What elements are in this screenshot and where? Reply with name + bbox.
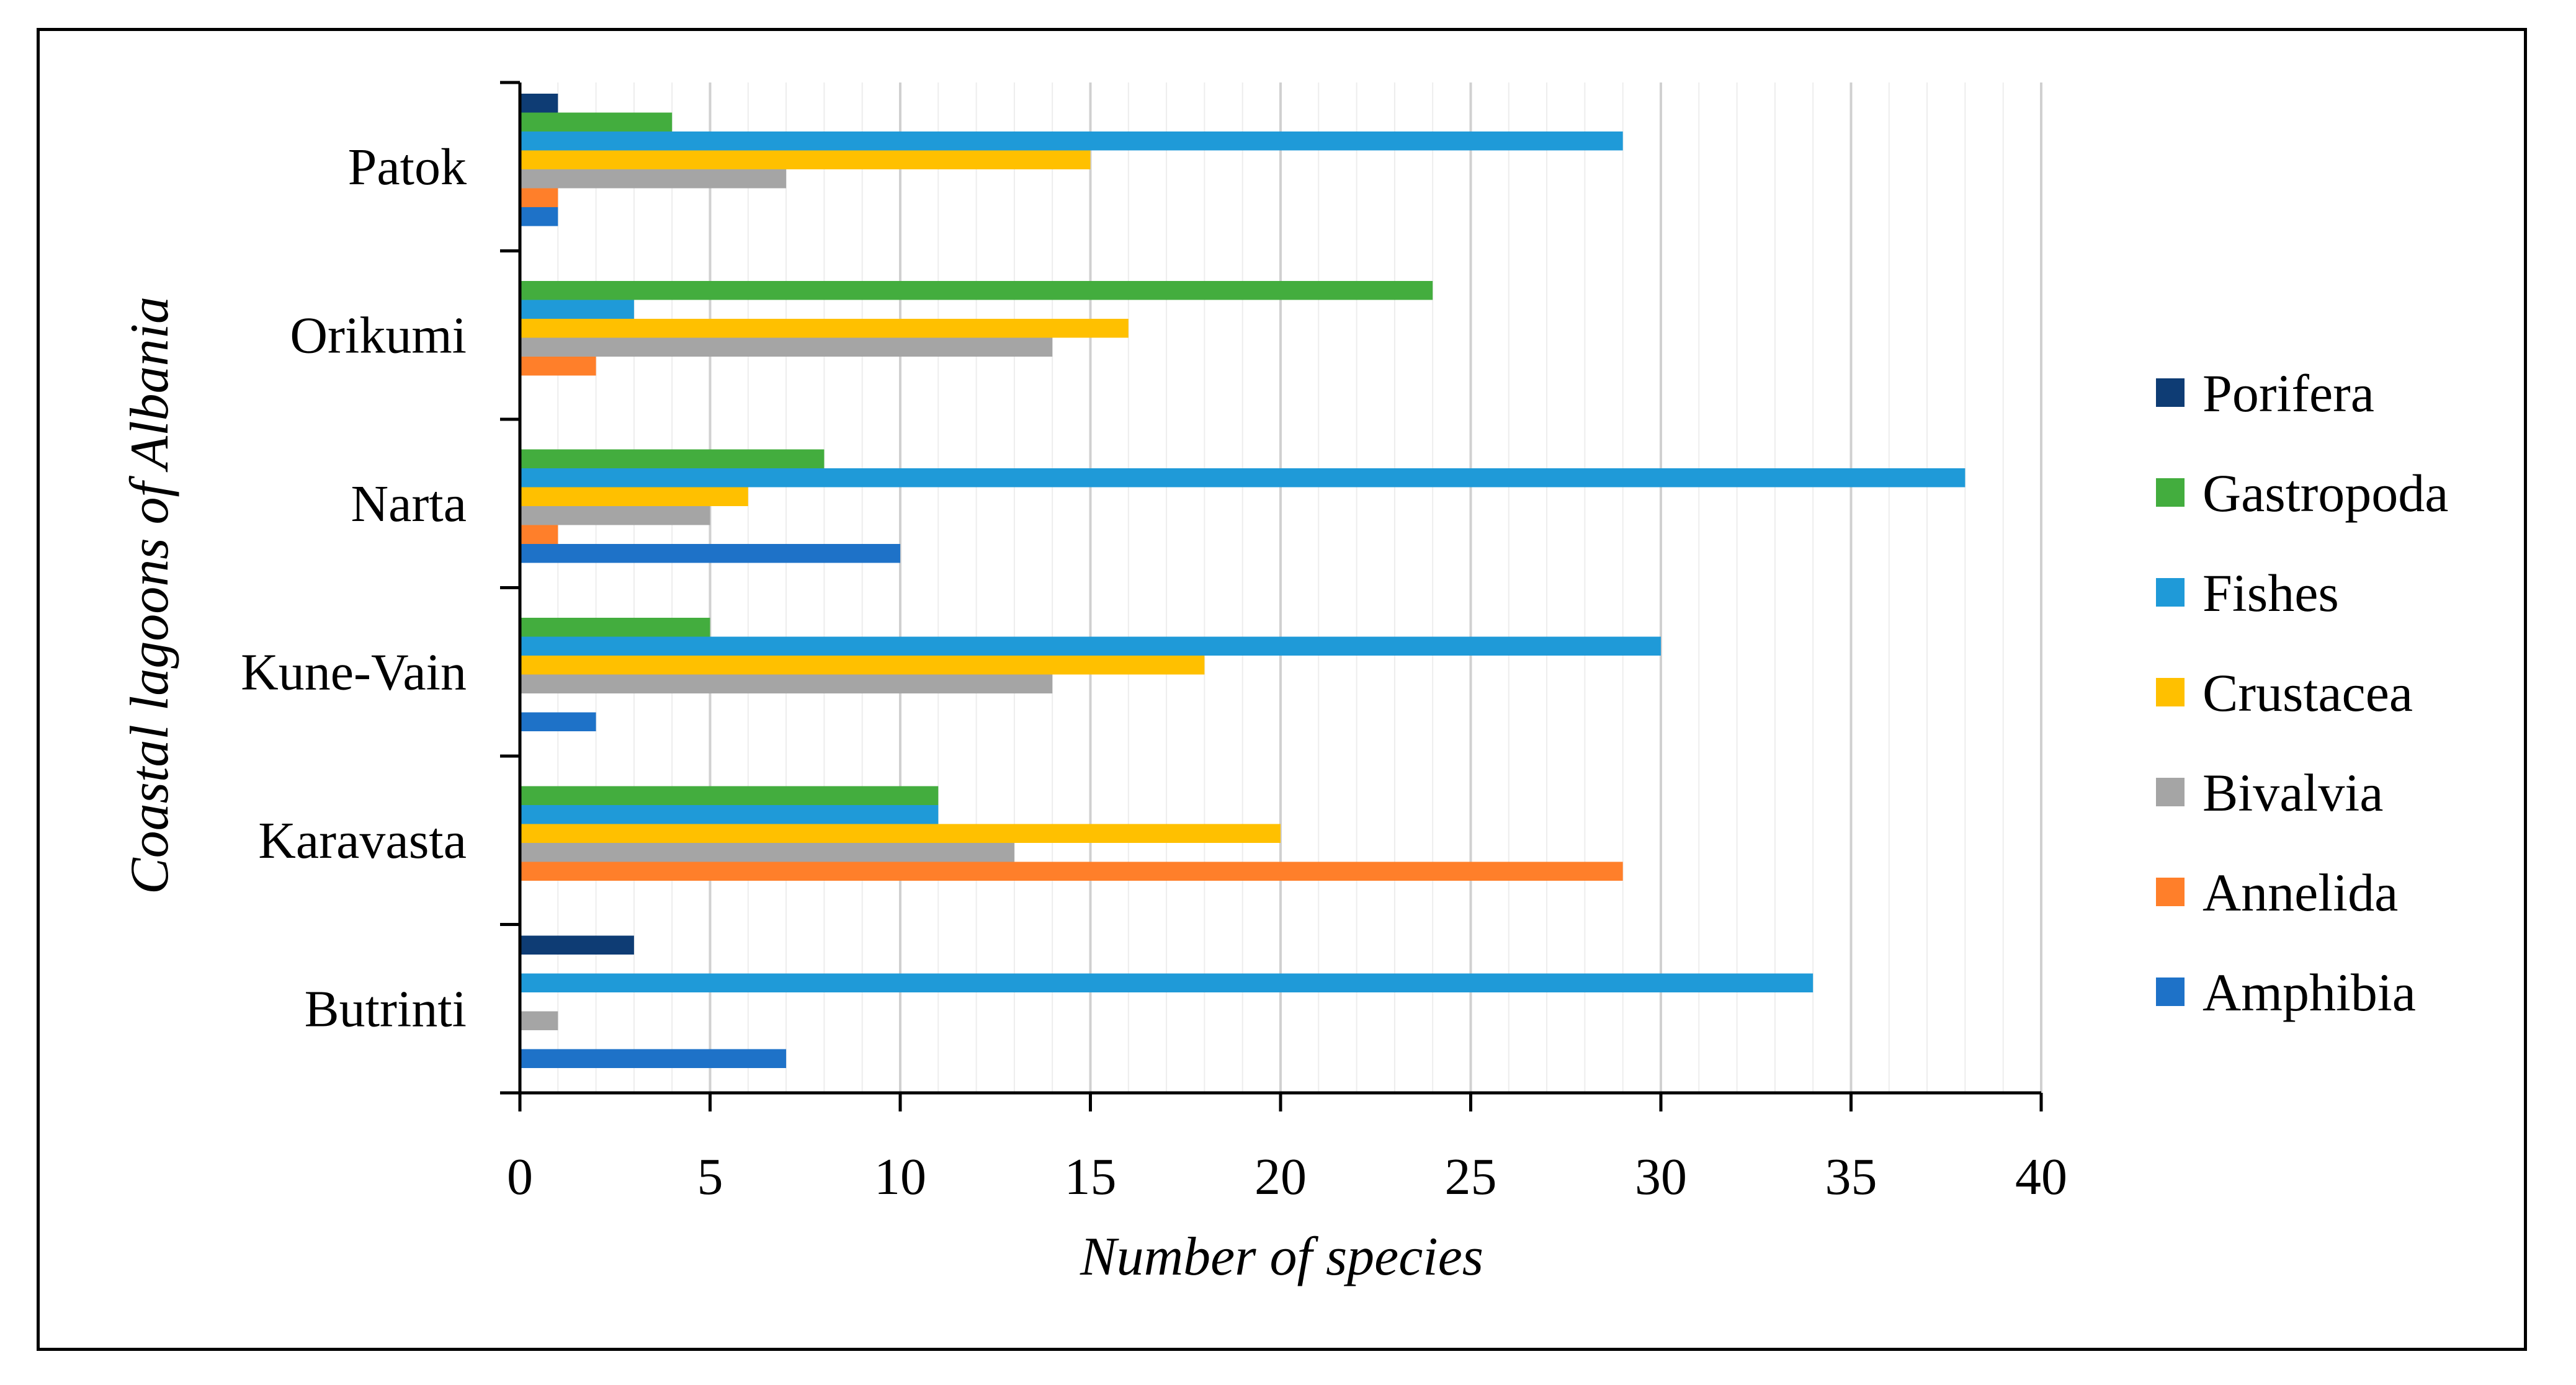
bar-patok-amphibia <box>520 207 558 226</box>
legend-label-annelida: Annelida <box>2203 863 2398 922</box>
bar-narta-crustacea <box>520 487 748 506</box>
bar-karavasta-bivalvia <box>520 843 1014 862</box>
x-tick-label: 40 <box>2015 1148 2067 1206</box>
category-label-orikumi: Orikumi <box>290 306 467 364</box>
bar-karavasta-crustacea <box>520 824 1281 843</box>
bar-karavasta-annelida <box>520 862 1623 881</box>
category-label-narta: Narta <box>351 475 467 533</box>
legend-swatch-porifera <box>2156 378 2185 407</box>
bar-butrinti-bivalvia <box>520 1011 558 1030</box>
legend-swatch-annelida <box>2156 878 2185 906</box>
bar-patok-crustacea <box>520 150 1091 169</box>
legend-label-bivalvia: Bivalvia <box>2203 763 2383 822</box>
bar-orikumi-crustacea <box>520 319 1129 338</box>
bar-narta-annelida <box>520 525 558 544</box>
legend-label-fishes: Fishes <box>2203 563 2339 623</box>
bar-kune-vain-crustacea <box>520 656 1205 675</box>
bar-butrinti-fishes <box>520 973 1813 992</box>
legend-label-porifera: Porifera <box>2203 363 2374 423</box>
bar-karavasta-fishes <box>520 805 939 824</box>
x-tick-label: 15 <box>1065 1148 1117 1206</box>
category-label-kune-vain: Kune-Vain <box>241 643 467 701</box>
legend-label-amphibia: Amphibia <box>2203 963 2416 1022</box>
bar-patok-bivalvia <box>520 169 787 189</box>
x-tick-label: 0 <box>507 1148 533 1206</box>
bar-patok-annelida <box>520 188 558 207</box>
x-tick-label: 35 <box>1825 1148 1877 1206</box>
bar-orikumi-bivalvia <box>520 337 1053 357</box>
grid-lines <box>557 82 2042 1093</box>
bar-kune-vain-fishes <box>520 636 1661 656</box>
legend-label-gastropoda: Gastropoda <box>2203 463 2448 523</box>
axes: Patok Orikumi Narta Kune-Vain Karavasta Butri… <box>241 81 2067 1206</box>
legend-swatch-crustacea <box>2156 678 2185 706</box>
bar-orikumi-fishes <box>520 300 634 319</box>
legend: Porifera Gastropoda Fishes Crustacea Bivalvi… <box>2156 363 2448 1022</box>
bar-karavasta-gastropoda <box>520 786 939 805</box>
x-tick-label: 5 <box>697 1148 723 1206</box>
bar-kune-vain-bivalvia <box>520 674 1053 693</box>
category-label-butrinti: Butrinti <box>305 980 467 1038</box>
y-axis-title: Coastal lagoons of Albania <box>120 296 180 894</box>
bars <box>520 94 1966 1068</box>
bar-narta-bivalvia <box>520 506 710 525</box>
bar-orikumi-gastropoda <box>520 281 1433 300</box>
x-tick-label: 30 <box>1635 1148 1687 1206</box>
x-tick-label: 10 <box>874 1148 926 1206</box>
legend-label-crustacea: Crustacea <box>2203 663 2413 723</box>
bar-narta-fishes <box>520 468 1966 488</box>
bar-kune-vain-gastropoda <box>520 618 710 637</box>
category-label-patok: Patok <box>348 138 467 196</box>
x-tick-label: 20 <box>1254 1148 1307 1206</box>
bar-patok-porifera <box>520 94 558 113</box>
bar-patok-gastropoda <box>520 112 673 131</box>
legend-swatch-fishes <box>2156 578 2185 607</box>
legend-swatch-bivalvia <box>2156 778 2185 806</box>
bar-kune-vain-amphibia <box>520 712 596 731</box>
x-tick-label: 25 <box>1445 1148 1497 1206</box>
category-label-karavasta: Karavasta <box>258 812 467 870</box>
bar-patok-fishes <box>520 131 1623 151</box>
legend-swatch-amphibia <box>2156 978 2185 1006</box>
bar-butrinti-porifera <box>520 935 634 955</box>
bar-butrinti-amphibia <box>520 1049 787 1068</box>
bar-narta-amphibia <box>520 544 900 563</box>
legend-swatch-gastropoda <box>2156 478 2185 507</box>
x-axis-title: Number of species <box>1080 1227 1483 1287</box>
bar-narta-gastropoda <box>520 449 825 468</box>
bar-orikumi-annelida <box>520 357 596 376</box>
